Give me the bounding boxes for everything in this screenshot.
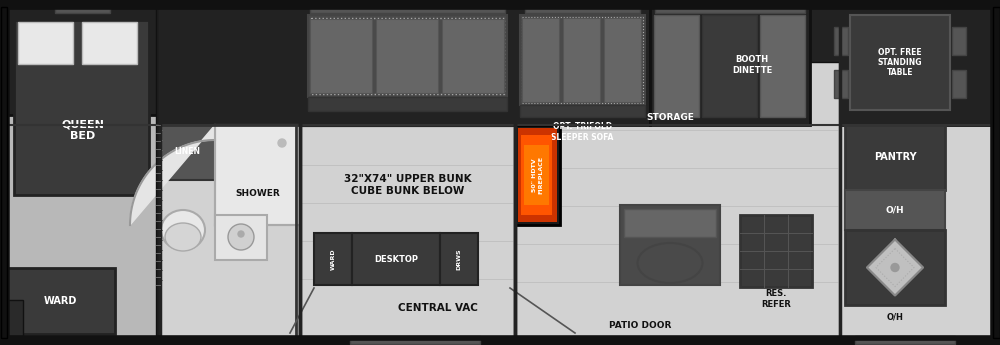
Bar [215,125,300,225]
Bar [350,336,480,344]
Bar [55,7,110,13]
Text: RES.
REFER: RES. REFER [761,289,791,309]
Bar [311,18,504,94]
Text: SHOWER: SHOWER [235,188,280,197]
Bar [352,233,440,285]
Bar [7,7,160,125]
Bar [650,7,810,125]
Bar [156,7,160,338]
Bar [840,7,993,125]
Bar [520,105,645,117]
Text: BOOTH
DINETTE: BOOTH DINETTE [732,55,772,75]
Bar [1,7,7,338]
Bar [442,19,504,93]
Bar [18,22,73,64]
Text: OPT. TRIFOLD
SLEEPER SOFA: OPT. TRIFOLD SLEEPER SOFA [551,122,614,142]
Bar [840,7,993,125]
Bar [604,18,641,102]
Bar [160,7,515,125]
Bar [518,128,557,222]
Text: 50" HDTV
FIREPLACE: 50" HDTV FIREPLACE [532,156,543,194]
Bar [624,209,716,237]
Bar [515,7,840,125]
Bar [7,300,23,338]
Bar [520,15,645,105]
Bar [515,7,650,125]
Bar [515,125,560,225]
Bar [300,7,515,338]
Text: CENTRAL VAC: CENTRAL VAC [398,303,477,313]
Text: DRWS: DRWS [456,248,462,270]
Bar [0,0,7,345]
Bar [845,125,945,190]
Circle shape [238,231,244,237]
Bar [845,230,945,305]
Ellipse shape [638,243,702,283]
Circle shape [891,264,899,272]
Bar [160,125,300,338]
Bar [654,15,699,117]
Bar [314,233,352,285]
Bar [650,7,840,62]
Text: OPT. FREE
STANDING
TABLE: OPT. FREE STANDING TABLE [878,48,922,77]
Bar [952,70,966,98]
Text: 32"X74" UPPER BUNK
CUBE BUNK BELOW: 32"X74" UPPER BUNK CUBE BUNK BELOW [344,174,471,196]
Bar [834,70,848,98]
Bar [522,17,643,103]
Bar [563,18,600,102]
Bar [376,19,438,93]
Bar [7,7,160,115]
Text: STORAGE: STORAGE [646,112,694,121]
Bar [310,7,505,13]
Bar [845,190,945,230]
Bar [524,145,549,205]
Bar [7,268,115,334]
Text: WARD: WARD [330,248,336,270]
Text: WARD: WARD [43,296,77,306]
Bar [834,27,848,55]
Polygon shape [130,125,215,225]
Text: DESKTOP: DESKTOP [374,255,418,264]
Bar [855,336,955,344]
Bar [952,27,966,55]
Bar [521,135,552,215]
Text: O/H: O/H [886,206,904,215]
Bar [14,20,149,195]
Bar [840,7,993,338]
Bar [215,215,267,260]
Bar [310,19,372,93]
Text: QUEEN
BED: QUEEN BED [62,119,104,141]
Text: PANTRY: PANTRY [874,152,916,162]
Bar [740,215,812,287]
Bar [7,7,160,338]
Bar [850,15,950,110]
Circle shape [228,224,254,250]
Polygon shape [867,239,923,296]
Bar [702,15,757,117]
Bar [993,7,1000,338]
Bar [440,233,478,285]
Bar [525,7,640,13]
Ellipse shape [165,223,201,251]
Bar [308,15,507,97]
Bar [160,125,215,180]
Circle shape [278,139,286,147]
Bar [620,205,720,285]
Bar [308,97,507,111]
Bar [655,7,805,13]
Text: O/H: O/H [887,313,903,322]
Bar [82,22,137,64]
Bar [760,15,805,117]
Text: PATIO DOOR: PATIO DOOR [609,321,671,329]
Bar [522,18,559,102]
Bar [515,7,840,338]
Bar [300,7,515,125]
Text: LINEN: LINEN [174,148,200,157]
Ellipse shape [161,210,205,250]
